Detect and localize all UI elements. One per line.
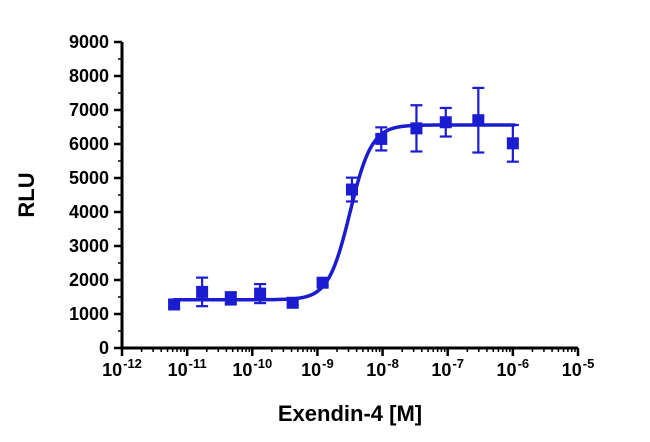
y-tick-label: 6000 — [69, 134, 109, 154]
x-tick-label: 10-12 — [102, 356, 142, 380]
data-point-marker — [224, 292, 237, 305]
data-point-marker — [472, 114, 485, 127]
data-point-marker — [254, 287, 267, 300]
x-tick-label: 10-7 — [431, 356, 464, 380]
x-axis-title: Exendin-4 [M] — [277, 401, 423, 426]
data-point-marker — [196, 285, 209, 298]
y-tick-label: 3000 — [69, 236, 109, 256]
y-tick-label: 9000 — [69, 32, 109, 52]
y-tick-label: 4000 — [69, 202, 109, 222]
x-tick-label: 10-9 — [301, 356, 334, 380]
y-tick-label: 5000 — [69, 168, 109, 188]
fit-curve — [172, 123, 516, 302]
y-axis-title: RLU — [14, 172, 39, 218]
y-tick-label: 8000 — [69, 66, 109, 86]
y-tick-label: 2000 — [69, 270, 109, 290]
y-tick-label: 0 — [99, 338, 109, 358]
data-point-marker — [375, 132, 388, 145]
x-tick-label: 10-8 — [366, 356, 399, 380]
data-point-marker — [439, 116, 452, 129]
x-tick-label: 10-5 — [562, 356, 595, 380]
data-point-marker — [286, 296, 299, 309]
data-point-marker — [410, 122, 423, 135]
data-point-marker — [345, 183, 358, 196]
x-tick-label: 10-11 — [168, 356, 207, 380]
x-tick-label: 10-10 — [232, 356, 272, 380]
x-tick-label: 10-6 — [497, 356, 530, 380]
data-point-marker — [168, 298, 181, 311]
data-point-marker — [316, 276, 329, 289]
data-point-marker — [506, 137, 519, 150]
y-tick-label: 1000 — [69, 304, 109, 324]
y-tick-label: 7000 — [69, 100, 109, 120]
